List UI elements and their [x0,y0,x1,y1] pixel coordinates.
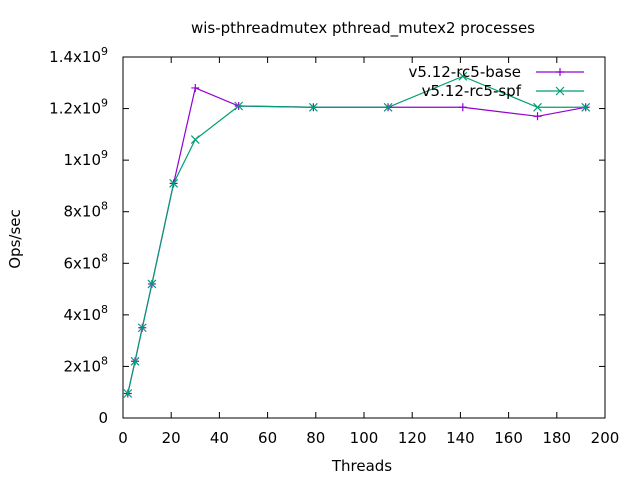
chart-title: wis-pthreadmutex pthread_mutex2 processe… [191,19,535,38]
series-1 [123,71,591,398]
cross-marker [190,135,200,144]
cross-marker [308,102,318,112]
x-tick-label: 160 [494,429,523,447]
cross-marker [555,86,565,96]
x-tick-label: 80 [306,429,325,447]
plus-marker [533,112,542,121]
x-tick-label: 60 [258,429,277,447]
legend-label: v5.12-rc5-spf [422,82,522,100]
cross-marker [147,279,157,289]
cross-marker [383,102,393,112]
cross-marker [533,102,542,112]
cross-marker [123,389,133,398]
legend-label: v5.12-rc5-base [409,63,522,81]
axis-ticks: 0 20 40 60 80 100 120 140 160 180 200 0 2x108 4x108 6x… [49,45,619,447]
cross-marker [169,178,179,188]
y-tick-label: 4x108 [63,303,108,324]
y-tick-label: 1.2x109 [49,97,108,118]
y-tick-label: 0 [98,409,108,427]
cross-marker [458,71,468,81]
plus-marker [556,68,564,76]
series-layer [123,71,591,398]
y-tick-label: 8x108 [63,200,108,221]
x-tick-label: 0 [118,429,128,447]
cross-marker [581,102,591,112]
plus-marker [191,83,200,92]
x-tick-label: 120 [398,429,427,447]
plot-frame [122,56,606,419]
x-tick-label: 20 [162,429,181,447]
series-line [127,87,586,394]
x-tick-label: 40 [210,429,229,447]
x-tick-label: 100 [350,429,379,447]
series-0 [123,83,590,398]
cross-marker [137,323,147,333]
cross-marker [234,101,244,111]
x-tick-label: 140 [446,429,475,447]
series-line [127,75,586,394]
y-tick-label: 6x108 [63,251,108,272]
plus-marker [458,103,467,112]
y-tick-label: 2x108 [63,354,108,375]
y-tick-label: 1x109 [63,148,108,169]
y-tick-label: 1.4x109 [49,45,108,66]
x-axis-label: Threads [331,457,392,475]
x-tick-label: 180 [542,429,571,447]
cross-marker [130,356,140,366]
x-tick-label: 200 [591,429,620,447]
y-axis-label: Ops/sec [6,209,24,269]
